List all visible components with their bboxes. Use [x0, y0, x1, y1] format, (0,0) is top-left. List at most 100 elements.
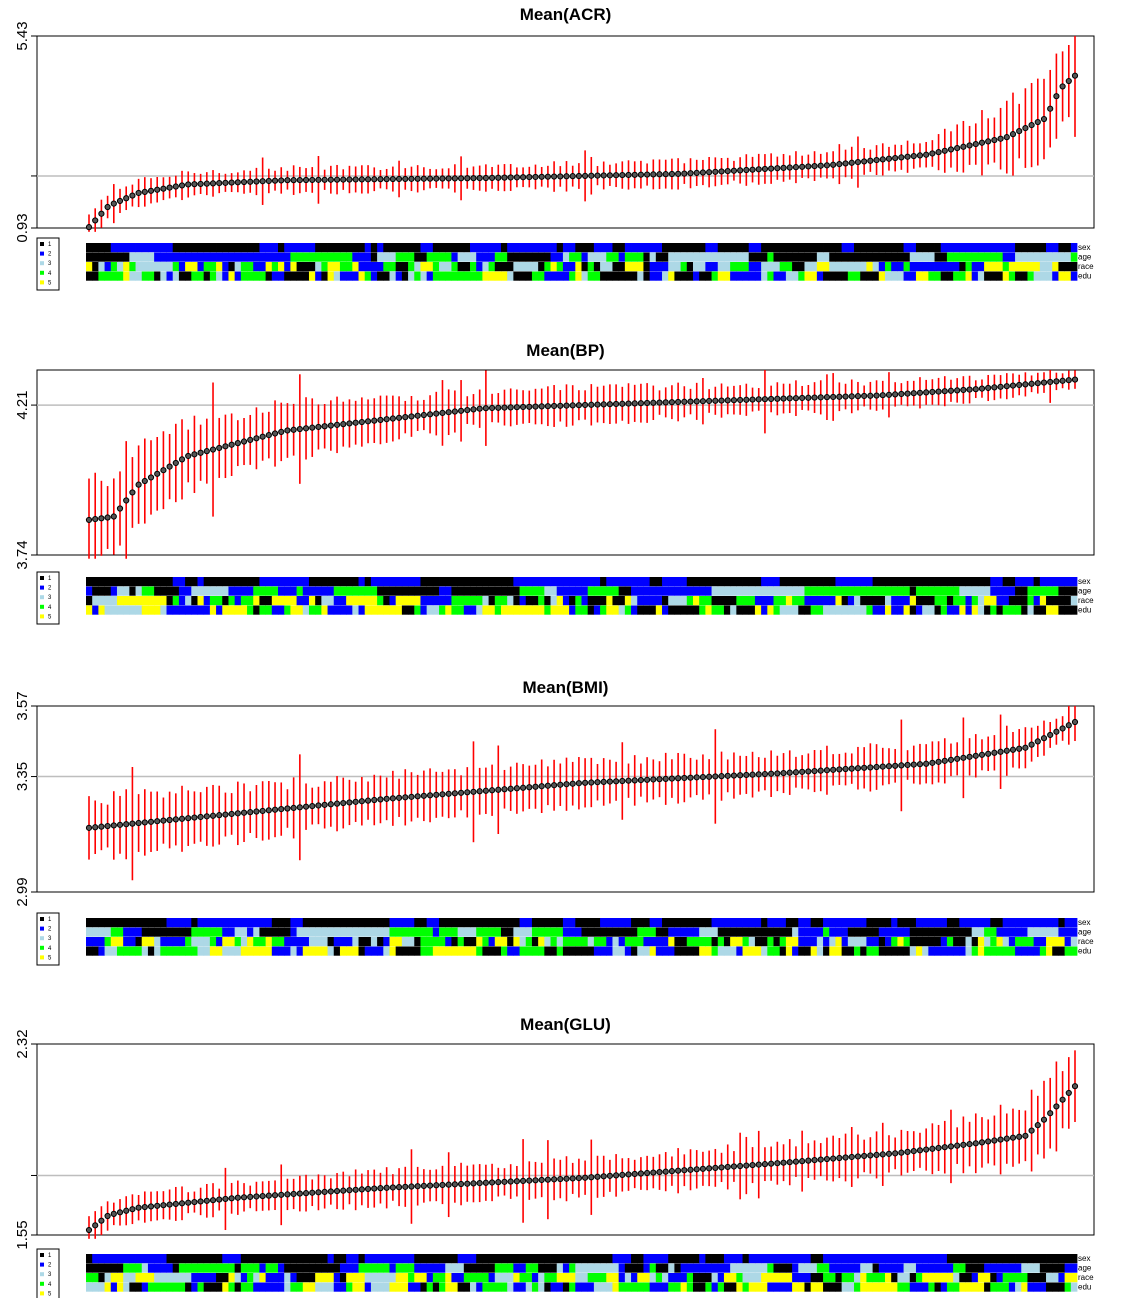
covariate-cell — [476, 1273, 483, 1283]
covariate-cell — [915, 262, 923, 272]
covariate-cell — [977, 1273, 985, 1283]
mean-point — [110, 200, 117, 207]
covariate-cell — [439, 262, 446, 272]
covariate-cell — [439, 252, 446, 262]
covariate-cell — [302, 271, 310, 281]
covariate-cell — [903, 927, 911, 937]
mean-point — [910, 152, 917, 160]
covariate-cell — [414, 918, 421, 928]
covariate-cell — [823, 577, 830, 587]
covariate-cell — [866, 252, 874, 262]
covariate-cell — [234, 262, 242, 272]
mean-point — [774, 770, 781, 777]
covariate-cell — [680, 586, 688, 596]
covariate-cell — [816, 1263, 824, 1273]
mean-point — [92, 1222, 99, 1229]
mean-point — [185, 452, 192, 460]
mean-point — [284, 1191, 291, 1198]
covariate-cell — [247, 1254, 254, 1264]
covariate-label: edu — [1078, 606, 1091, 615]
covariate-cell — [680, 1282, 688, 1292]
covariate-cell — [779, 596, 787, 606]
covariate-cell — [835, 937, 843, 947]
covariate-cell — [166, 605, 174, 615]
covariate-cell — [352, 605, 359, 615]
covariate-cell — [432, 937, 440, 947]
covariate-cell — [110, 243, 118, 253]
covariate-cell — [686, 918, 694, 928]
covariate-cell — [321, 918, 328, 928]
covariate-cell — [408, 577, 415, 587]
covariate-cell — [736, 605, 743, 615]
covariate-cell — [884, 1263, 892, 1273]
covariate-cell — [389, 937, 397, 947]
covariate-cell — [86, 1273, 93, 1283]
covariate-cell — [445, 271, 452, 281]
covariate-cell — [946, 927, 954, 937]
covariate-cell — [854, 1254, 861, 1264]
mean-point — [681, 398, 688, 405]
covariate-cell — [655, 243, 663, 253]
covariate-cell — [692, 1273, 700, 1283]
covariate-cell — [804, 1263, 812, 1273]
covariate-cell — [185, 946, 192, 956]
mean-point — [216, 444, 223, 452]
covariate-cell — [203, 946, 211, 956]
mean-point — [129, 489, 136, 496]
covariate-cell — [928, 927, 935, 937]
mean-point — [519, 784, 527, 791]
covariate-cell — [544, 1254, 551, 1264]
covariate-cell — [315, 918, 322, 928]
mean-point — [147, 187, 155, 194]
mean-point — [575, 172, 582, 180]
covariate-cell — [531, 586, 539, 596]
covariate-cell — [395, 1282, 403, 1292]
mean-point — [383, 176, 390, 183]
mean-point — [718, 397, 725, 404]
covariate-cell — [86, 918, 93, 928]
mean-point — [867, 764, 874, 771]
covariate-cell — [519, 262, 527, 272]
legend-frame — [36, 237, 60, 291]
covariate-cell — [748, 937, 756, 947]
mean-point — [309, 176, 316, 184]
covariate-cell — [928, 596, 935, 606]
covariate-cell — [116, 946, 124, 956]
covariate-cell — [915, 596, 923, 606]
covariate-cell — [854, 1263, 861, 1273]
covariate-cell — [990, 1254, 997, 1264]
mean-point — [755, 1161, 762, 1168]
covariate-cell — [284, 1263, 291, 1273]
covariate-cell — [884, 1273, 892, 1283]
covariate-cell — [147, 1273, 155, 1283]
covariate-cell — [742, 577, 750, 587]
covariate-cell — [278, 927, 285, 937]
covariate-cell — [401, 1254, 409, 1264]
mean-point — [1009, 1134, 1017, 1141]
mean-point — [296, 804, 303, 811]
covariate-cell — [823, 596, 830, 606]
covariate-cell — [730, 243, 737, 253]
covariate-cell — [135, 586, 143, 596]
covariate-cell — [668, 1282, 675, 1292]
covariate-cell — [352, 596, 359, 606]
covariate-cell — [470, 937, 477, 947]
covariate-cell — [426, 577, 434, 587]
covariate-cell — [451, 927, 459, 937]
covariate-cell — [990, 937, 997, 947]
covariate-cell — [265, 918, 273, 928]
covariate-cell — [1021, 252, 1028, 262]
covariate-cell — [717, 271, 725, 281]
covariate-cell — [302, 577, 310, 587]
covariate-cell — [854, 586, 861, 596]
mean-point — [395, 1184, 403, 1191]
mean-point — [321, 423, 328, 430]
covariate-cell — [934, 1282, 942, 1292]
covariate-cell — [358, 577, 366, 587]
covariate-cell — [909, 586, 917, 596]
mean-point — [600, 778, 607, 786]
covariate-cell — [116, 586, 124, 596]
legend-label: 1 — [48, 242, 52, 248]
mean-point — [402, 175, 409, 183]
covariate-cell — [804, 262, 812, 272]
